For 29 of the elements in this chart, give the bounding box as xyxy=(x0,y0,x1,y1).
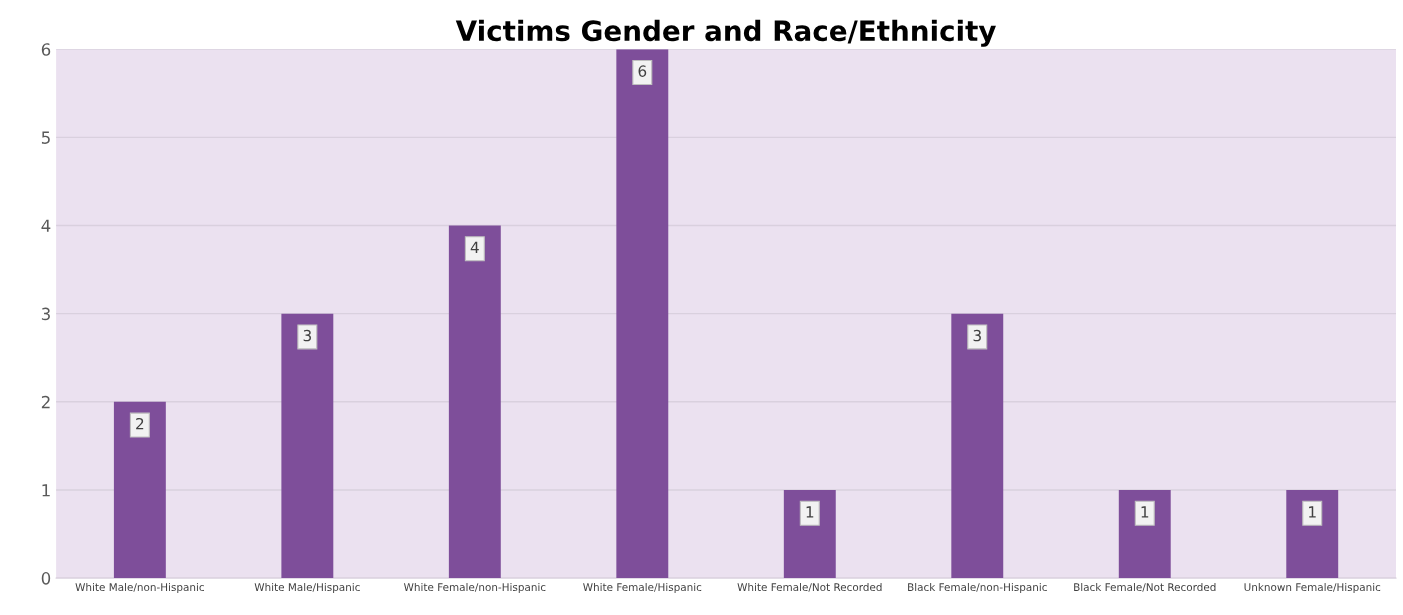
y-tick-label: 0 xyxy=(41,572,51,585)
bar xyxy=(448,225,501,579)
x-tick-label: White Female/Hispanic xyxy=(583,582,702,594)
data-label: 1 xyxy=(1309,506,1316,518)
y-tick-label: 5 xyxy=(41,131,50,144)
bar xyxy=(951,313,1004,579)
data-label: 1 xyxy=(806,506,814,518)
y-tick-label: 3 xyxy=(41,307,50,321)
x-tick-label: Black Female/Not Recorded xyxy=(1074,582,1216,592)
x-tick-label: White Female/non-Hispanic xyxy=(403,582,546,594)
bar xyxy=(281,313,334,579)
x-tick-label: White Male/non-Hispanic xyxy=(75,582,204,594)
x-tick-label: Black Female/non-Hispanic xyxy=(908,582,1047,594)
data-label: 4 xyxy=(470,241,479,253)
y-tick-label: 2 xyxy=(41,395,50,409)
chart-title: Victims Gender and Race/Ethnicity xyxy=(455,19,996,47)
data-label: 3 xyxy=(303,329,311,342)
x-tick-label: Unknown Female/Hispanic xyxy=(1244,582,1381,594)
y-tick-label: 6 xyxy=(41,43,51,56)
y-tick-label: 1 xyxy=(42,484,50,497)
bar xyxy=(616,49,669,579)
data-label: 6 xyxy=(638,65,647,77)
bar xyxy=(113,401,166,579)
x-tick-label: White Male/Hispanic xyxy=(254,582,360,594)
y-tick-label: 4 xyxy=(41,219,51,232)
data-label: 3 xyxy=(973,329,981,342)
x-tick-label: White Female/Not Recorded xyxy=(737,582,882,592)
data-label: 2 xyxy=(136,417,144,430)
data-label: 1 xyxy=(1141,506,1149,518)
